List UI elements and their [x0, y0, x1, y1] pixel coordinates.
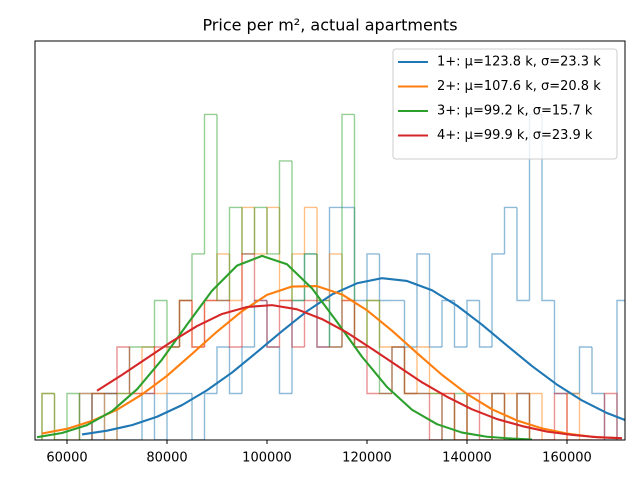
- histogram-step: [278, 346, 292, 395]
- histogram-step: [91, 392, 105, 440]
- histogram-step: [203, 113, 217, 254]
- fit-curve: [41, 285, 618, 440]
- histogram-step: [241, 253, 255, 347]
- histogram-step: [191, 393, 205, 440]
- chart-title: Price per m², actual apartments: [202, 16, 457, 35]
- fit-curve: [36, 254, 533, 440]
- histogram-step: [266, 207, 280, 255]
- x-tick-label: 160000: [542, 451, 592, 466]
- legend-box: [392, 48, 618, 160]
- histogram-step: [491, 392, 505, 440]
- legend-label: 1+: μ=123.8 k, σ=23.3 k: [437, 55, 601, 70]
- histogram-step: [291, 300, 305, 348]
- histogram-step: [366, 253, 380, 301]
- histogram-step: [328, 253, 342, 301]
- histogram-step: [153, 393, 167, 440]
- histogram-step: [428, 393, 442, 440]
- axes-frame: [34, 40, 626, 441]
- fit-curve: [81, 277, 625, 436]
- x-tick-label: 80000: [146, 451, 187, 466]
- histogram-step: [616, 299, 625, 440]
- histogram-step: [541, 393, 555, 440]
- histogram-step: [253, 253, 267, 302]
- histogram-step: [528, 393, 542, 440]
- histogram-step: [78, 393, 92, 440]
- histogram-step: [566, 393, 580, 440]
- histogram-step: [391, 346, 405, 394]
- plot-area: [36, 113, 625, 440]
- histogram-step: [478, 393, 492, 440]
- histogram-step: [41, 392, 55, 440]
- histogram-step: [216, 346, 230, 394]
- x-tick-label: 120000: [342, 451, 392, 466]
- histogram-step: [278, 299, 292, 347]
- histogram-step: [416, 253, 430, 347]
- histogram-step: [178, 299, 192, 347]
- histogram-step: [491, 253, 505, 347]
- histogram-step: [453, 300, 467, 348]
- histogram-step: [453, 393, 467, 440]
- x-tick-label: 140000: [442, 451, 492, 466]
- histogram-step: [503, 393, 517, 440]
- histogram-step: [228, 346, 242, 395]
- legend: 1+: μ=123.8 k, σ=23.3 k 2+: μ=107.6 k, σ=…: [392, 48, 618, 160]
- histogram-step: [53, 393, 67, 440]
- histogram-step: [153, 299, 167, 347]
- histogram-step: [553, 392, 567, 440]
- histogram-step: [228, 206, 242, 301]
- histogram-step: [66, 392, 80, 440]
- x-tick-label: 60000: [46, 451, 87, 466]
- histogram-step: [516, 207, 530, 302]
- histogram-step: [203, 392, 217, 440]
- x-tick-label: 100000: [242, 451, 292, 466]
- histogram-step: [253, 206, 267, 254]
- histogram-step: [103, 393, 117, 440]
- histogram-step: [478, 300, 492, 348]
- histogram-step: [303, 299, 317, 347]
- histogram-step: [228, 300, 242, 348]
- legend-label: 3+: μ=99.2 k, σ=15.7 k: [437, 104, 593, 119]
- histogram-step: [316, 300, 330, 348]
- histogram-step: [466, 299, 480, 347]
- histogram-step: [191, 253, 205, 301]
- histogram-step: [303, 253, 317, 301]
- histogram-step: [266, 300, 280, 348]
- histogram-step: [403, 346, 417, 395]
- histogram-step: [303, 206, 317, 254]
- histogram-step: [128, 346, 142, 395]
- histogram-step: [278, 160, 292, 254]
- legend-label: 4+: μ=99.9 k, σ=23.9 k: [437, 128, 593, 143]
- histogram-step: [591, 346, 605, 395]
- histogram-step: [341, 113, 355, 347]
- histogram-step: [366, 299, 380, 347]
- legend-label: 2+: μ=107.6 k, σ=20.8 k: [437, 79, 601, 94]
- histogram-step: [578, 393, 592, 440]
- histogram-step: [578, 346, 592, 394]
- fit-curve: [96, 304, 623, 440]
- histogram-step: [503, 206, 517, 254]
- histogram-step: [541, 114, 555, 302]
